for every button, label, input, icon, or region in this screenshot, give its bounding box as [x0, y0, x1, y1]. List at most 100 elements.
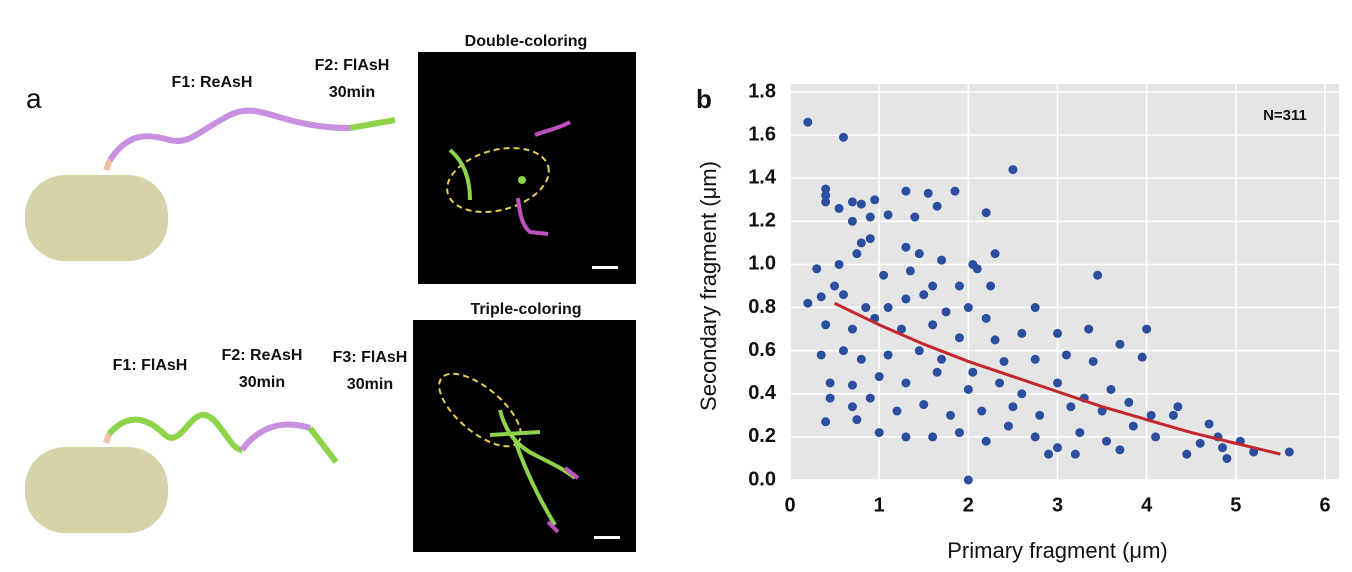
- point: [910, 212, 920, 222]
- label: 30min: [329, 84, 375, 101]
- point: [932, 367, 942, 377]
- x-axis-title: Primary fragment (μm): [947, 538, 1167, 563]
- point: [1173, 402, 1183, 412]
- point: [1053, 328, 1062, 338]
- point: [1168, 410, 1178, 420]
- point: [830, 281, 840, 291]
- filament: [106, 411, 243, 453]
- point: [999, 356, 1009, 366]
- point: [1075, 428, 1085, 438]
- cell: [25, 447, 168, 533]
- point: [1222, 453, 1232, 463]
- point: [852, 415, 862, 425]
- point: [954, 333, 964, 343]
- point: [1017, 328, 1027, 338]
- point: [847, 216, 857, 226]
- point: [865, 234, 875, 244]
- label: F1: FlAsH: [113, 357, 188, 374]
- point: [1017, 389, 1027, 399]
- point: [847, 197, 857, 207]
- point: [839, 132, 848, 142]
- point: [1030, 432, 1040, 442]
- point: [892, 406, 902, 416]
- point: [1124, 397, 1134, 407]
- point: [821, 190, 831, 200]
- point: [821, 320, 831, 330]
- point: [981, 436, 991, 446]
- point: [1182, 449, 1192, 459]
- filament: [307, 426, 339, 464]
- point: [874, 372, 884, 382]
- y-tick-label: 1.8: [748, 80, 776, 102]
- point: [883, 210, 893, 220]
- point: [928, 432, 938, 442]
- plot-background: [790, 84, 1339, 480]
- point: [1102, 436, 1112, 446]
- y-tick-label: 1.0: [748, 253, 776, 275]
- point: [847, 324, 857, 334]
- point: [919, 290, 929, 300]
- point: [803, 298, 813, 308]
- point: [928, 281, 938, 291]
- point: [1115, 445, 1125, 455]
- scale-bar: [592, 266, 618, 269]
- filament: [489, 430, 541, 437]
- label: F2: FlAsH: [315, 57, 390, 74]
- point: [821, 417, 831, 427]
- point: [901, 378, 911, 388]
- point: [812, 264, 822, 274]
- panel-label: a: [26, 83, 42, 114]
- point: [914, 249, 924, 259]
- point: [821, 184, 831, 194]
- point: [981, 208, 991, 218]
- point: [1053, 378, 1062, 388]
- point: [1151, 432, 1161, 442]
- point: [1008, 402, 1018, 412]
- y-tick-label: 1.2: [748, 210, 776, 232]
- point: [839, 290, 848, 300]
- point: [1061, 350, 1071, 360]
- stalk: [103, 433, 112, 444]
- label: F1: ReAsH: [172, 74, 253, 91]
- point: [963, 384, 973, 394]
- point: [954, 281, 964, 291]
- point: [803, 117, 813, 127]
- point: [1044, 449, 1054, 459]
- point: [995, 378, 1005, 388]
- point: [901, 294, 911, 304]
- y-tick-label: 1.6: [748, 123, 776, 145]
- point: [950, 186, 960, 196]
- point: [1106, 384, 1116, 394]
- filament: [534, 120, 572, 137]
- filament: [107, 107, 351, 162]
- point: [1204, 419, 1214, 429]
- filament: [546, 466, 580, 534]
- filament: [239, 421, 311, 452]
- point: [856, 354, 866, 364]
- y-axis-title: Secondary fragment (μm): [696, 161, 721, 411]
- cell-outline: [446, 147, 550, 213]
- x-tick-label: 0: [784, 494, 795, 516]
- y-tick-label: 0.2: [748, 425, 776, 447]
- point: [923, 188, 933, 198]
- point: [825, 378, 835, 388]
- point: [954, 428, 964, 438]
- y-tick-label: 0.6: [748, 339, 776, 361]
- point: [901, 432, 911, 442]
- micrograph: [418, 52, 636, 284]
- point: [981, 313, 991, 323]
- image-title: Double-coloring: [465, 33, 588, 50]
- x-tick-label: 4: [1141, 494, 1153, 516]
- point: [963, 475, 973, 485]
- x-tick-label: 5: [1230, 494, 1241, 516]
- point: [1088, 356, 1098, 366]
- point: [839, 346, 848, 356]
- point: [856, 238, 866, 248]
- scale-bar: [594, 536, 620, 539]
- point: [816, 292, 826, 302]
- cell: [25, 175, 168, 261]
- point: [896, 324, 906, 334]
- label: 30min: [347, 376, 393, 393]
- filament: [513, 439, 557, 527]
